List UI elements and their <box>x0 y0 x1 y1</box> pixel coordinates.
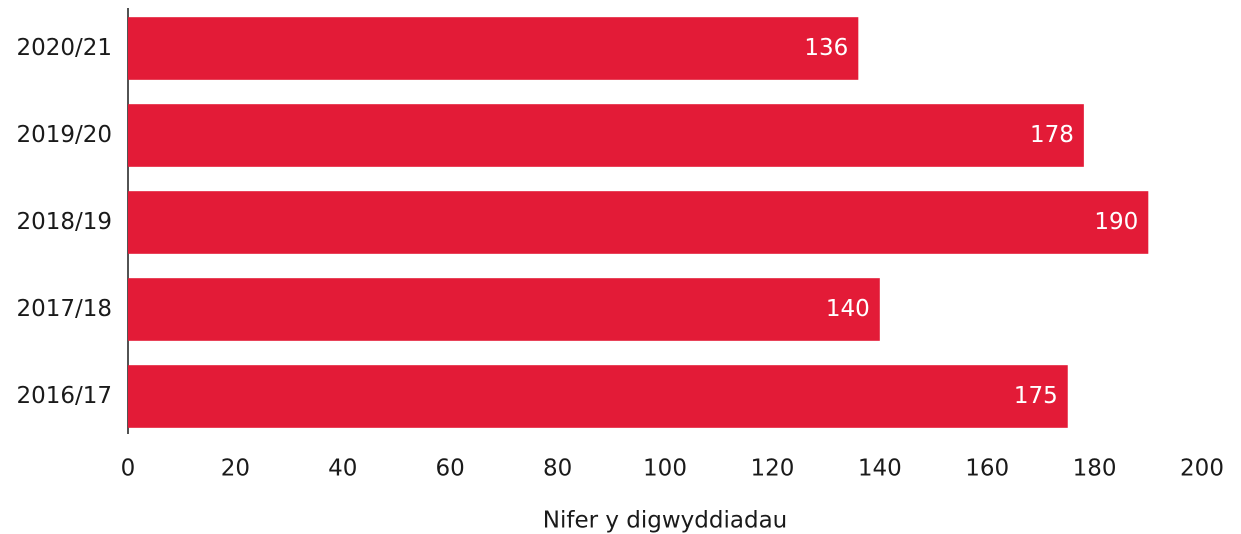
x-tick-label: 160 <box>965 456 1009 482</box>
value-label: 175 <box>1014 383 1058 409</box>
value-label: 140 <box>826 296 870 322</box>
y-tick-label: 2020/21 <box>16 35 112 61</box>
x-tick-label: 40 <box>328 456 357 482</box>
x-axis-title: Nifer y digwyddiadau <box>543 508 788 534</box>
x-tick-label: 120 <box>750 456 794 482</box>
bar <box>128 365 1068 428</box>
y-tick-label: 2019/20 <box>16 122 112 148</box>
x-tick-label: 100 <box>643 456 687 482</box>
bar <box>128 104 1084 167</box>
x-tick-label: 140 <box>858 456 902 482</box>
bar <box>128 191 1149 254</box>
y-tick-label: 2017/18 <box>16 296 112 322</box>
x-tick-label: 0 <box>121 456 136 482</box>
value-label: 190 <box>1094 209 1138 235</box>
x-tick-label: 80 <box>543 456 572 482</box>
bar <box>128 17 859 80</box>
x-tick-label: 180 <box>1073 456 1117 482</box>
y-tick-label: 2018/19 <box>16 209 112 235</box>
bar <box>128 278 880 341</box>
x-tick-label: 20 <box>221 456 250 482</box>
x-tick-label: 200 <box>1180 456 1224 482</box>
x-tick-label: 60 <box>436 456 465 482</box>
y-tick-label: 2016/17 <box>16 383 112 409</box>
value-label: 178 <box>1030 122 1074 148</box>
value-label: 136 <box>804 35 848 61</box>
